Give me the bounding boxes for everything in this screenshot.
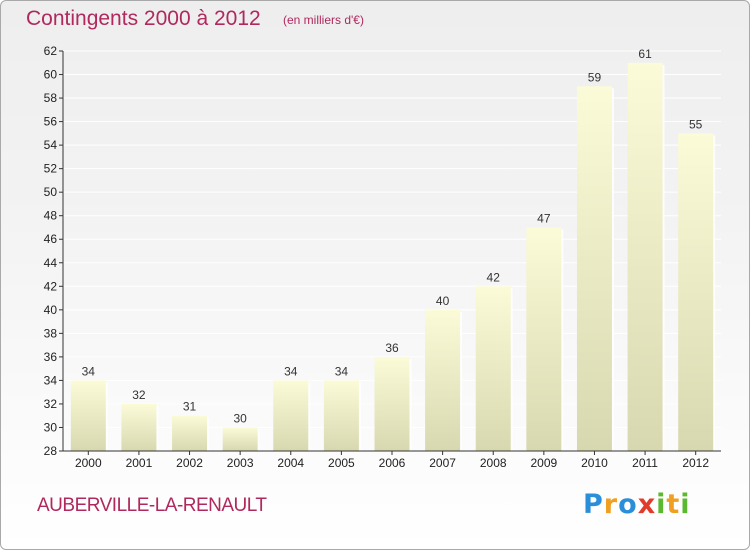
x-tick-label: 2008 (480, 456, 507, 470)
y-tick-label: 52 (44, 162, 58, 176)
x-tick-label: 2004 (277, 456, 304, 470)
y-tick-label: 40 (44, 303, 58, 317)
commune-name: AUBERVILLE-LA-RENAULT (37, 495, 267, 516)
y-tick-label: 32 (44, 397, 58, 411)
y-tick-label: 56 (44, 115, 58, 129)
x-tick-label: 2003 (227, 456, 254, 470)
bar-value-label: 34 (82, 364, 96, 378)
logo-letter: r (603, 489, 619, 520)
bar-value-label: 40 (436, 294, 450, 308)
bar (425, 309, 461, 451)
bar-value-label: 42 (487, 270, 501, 284)
axes: 28 30 32 34 36 38 40 42 44 46 48 50 52 54 56 58 60 62 2000… (44, 44, 721, 470)
y-tick-label: 44 (44, 256, 58, 270)
x-tick-label: 2007 (429, 456, 456, 470)
x-tick-label: 2002 (176, 456, 203, 470)
bar (222, 427, 258, 451)
proxiti-logo: Proxiti (583, 489, 691, 520)
bar-value-label: 34 (284, 364, 298, 378)
logo-letter: i (680, 489, 691, 520)
bar (121, 403, 157, 451)
bar (273, 380, 309, 451)
x-tick-label: 2011 (632, 456, 658, 470)
bar (475, 286, 511, 451)
x-tick-label: 2001 (126, 456, 153, 470)
y-tick-label: 48 (44, 209, 58, 223)
y-tick-label: 30 (44, 420, 58, 434)
bar (374, 356, 410, 451)
y-tick-label: 54 (44, 138, 58, 152)
x-tick-label: 2012 (682, 456, 709, 470)
bar (678, 133, 714, 451)
y-tick-label: 28 (44, 444, 58, 458)
bar-value-label: 47 (537, 211, 551, 225)
y-tick-label: 60 (44, 68, 58, 82)
bar-value-label: 32 (132, 388, 146, 402)
bar-value-label: 36 (385, 341, 399, 355)
bar-value-label: 30 (233, 411, 247, 425)
logo-letter: x (637, 489, 657, 520)
logo-letter: o (618, 489, 638, 520)
bar-value-label: 31 (183, 400, 197, 414)
bar-value-label: 59 (588, 70, 602, 84)
x-tick-label: 2000 (75, 456, 102, 470)
x-tick-label: 2006 (379, 456, 406, 470)
bar-value-label: 34 (335, 364, 349, 378)
logo-letter: t (666, 489, 681, 520)
y-tick-label: 50 (44, 185, 58, 199)
y-tick-label: 58 (44, 91, 58, 105)
y-tick-label: 46 (44, 232, 58, 246)
y-tick-label: 34 (44, 373, 58, 387)
bar (70, 380, 106, 451)
y-tick-label: 38 (44, 326, 58, 340)
bars: 34 32 31 30 34 34 36 40 42 47 59 61 55 (70, 47, 716, 451)
logo-letter: P (583, 489, 604, 520)
y-tick-label: 36 (44, 350, 58, 364)
bar (627, 62, 663, 451)
bar (576, 86, 612, 451)
bar-value-label: 61 (638, 47, 652, 61)
logo-letter: i (656, 489, 667, 520)
y-tick-label: 62 (44, 44, 58, 58)
chart-title: Contingents 2000 à 2012 (26, 7, 261, 30)
x-tick-label: 2010 (581, 456, 608, 470)
bar (526, 227, 562, 451)
x-tick-label: 2009 (530, 456, 557, 470)
y-tick-label: 42 (44, 279, 58, 293)
chart-subtitle: (en milliers d'€) (283, 13, 364, 27)
bar (172, 415, 208, 451)
x-tick-label: 2005 (328, 456, 355, 470)
bar (323, 380, 359, 451)
bar-value-label: 55 (689, 117, 703, 131)
